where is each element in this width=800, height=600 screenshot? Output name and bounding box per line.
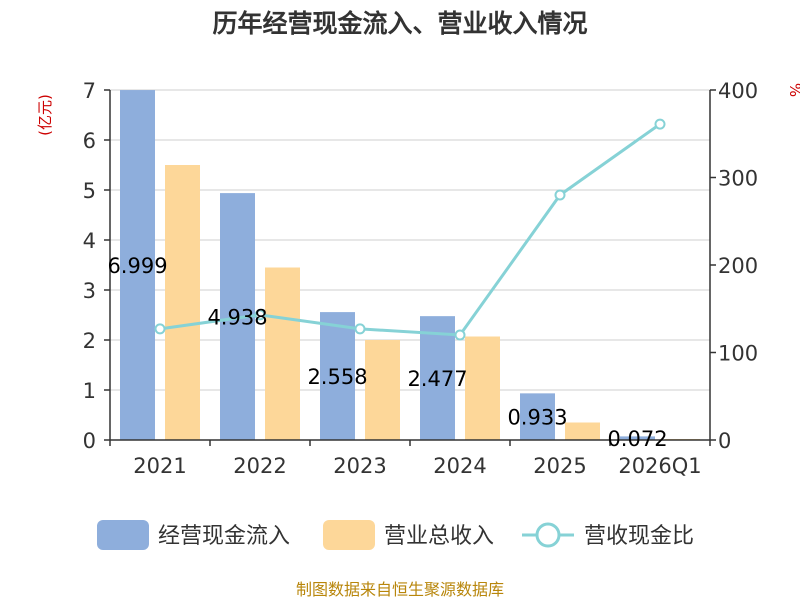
- chart-title: 历年经营现金流入、营业收入情况: [212, 9, 587, 38]
- left-tick-label: 5: [83, 179, 96, 203]
- legend-swatch-cash-inflow: [97, 520, 149, 550]
- bar-revenue: [365, 340, 400, 440]
- ratio-point: [454, 329, 466, 341]
- source-note: 制图数据来自恒生聚源数据库: [296, 580, 504, 599]
- bar-cash-inflow: [620, 436, 655, 440]
- ratio-point: [654, 118, 666, 130]
- x-tick-label: 2025: [533, 454, 586, 478]
- ratio-point: [354, 323, 366, 335]
- bar-revenue: [465, 336, 500, 440]
- gridlines: [110, 89, 710, 391]
- legend-marker-ratio: [535, 522, 561, 548]
- right-tick-label: 0: [718, 429, 731, 453]
- axes: 0 1 2 3 4 5 6 7 0 100 200 300 400 2021 2022 2023 2024 202…: [83, 79, 758, 478]
- right-tick-label: 100: [718, 342, 758, 366]
- x-tick-label: 2021: [133, 454, 186, 478]
- legend-label-ratio: 营收现金比: [584, 524, 694, 549]
- data-label-cash-inflow: 4.938: [207, 306, 267, 330]
- data-labels: 6.999 4.938 2.558 2.477 0.933 0.072: [107, 254, 667, 451]
- left-axis-unit: (亿元): [36, 94, 54, 136]
- ratio-line: [154, 118, 666, 341]
- data-label-cash-inflow: 2.558: [307, 365, 367, 389]
- left-tick-label: 7: [83, 79, 96, 103]
- left-tick-label: 1: [83, 379, 96, 403]
- legend-swatch-revenue: [323, 520, 375, 550]
- right-tick-label: 400: [718, 79, 758, 103]
- data-label-cash-inflow: 6.999: [107, 254, 167, 278]
- legend: 经营现金流入 营业总收入 营收现金比: [97, 520, 694, 550]
- left-tick-label: 0: [83, 429, 96, 453]
- bar-revenue: [165, 165, 200, 440]
- left-tick-label: 4: [83, 229, 96, 253]
- right-tick-label: 200: [718, 254, 758, 278]
- x-tick-label: 2023: [333, 454, 386, 478]
- ratio-point: [254, 309, 266, 321]
- right-tick-label: 300: [718, 167, 758, 191]
- x-tick-label: 2022: [233, 454, 286, 478]
- bar-cash-inflow: [320, 312, 355, 440]
- legend-label-revenue: 营业总收入: [384, 524, 494, 549]
- bar-revenue: [265, 267, 300, 440]
- ratio-line-path: [159, 122, 661, 337]
- left-tick-label: 6: [83, 129, 96, 153]
- left-tick-label: 3: [83, 279, 96, 303]
- bar-cash-inflow: [520, 393, 555, 440]
- ratio-point: [554, 189, 566, 201]
- bar-cash-inflow: [420, 316, 455, 440]
- x-tick-label: 2026Q1: [618, 454, 701, 478]
- bar-revenue: [565, 422, 600, 440]
- bar-cash-inflow: [120, 90, 155, 441]
- x-tick-label: 2024: [433, 454, 486, 478]
- left-tick-label: 2: [83, 329, 96, 353]
- legend-label-cash-inflow: 经营现金流入: [158, 524, 290, 549]
- data-label-cash-inflow: 0.933: [507, 406, 567, 430]
- right-axis-unit: %: [786, 83, 800, 97]
- ratio-point: [154, 323, 166, 335]
- data-label-cash-inflow: 0.072: [607, 427, 667, 451]
- data-label-cash-inflow: 2.477: [407, 367, 467, 391]
